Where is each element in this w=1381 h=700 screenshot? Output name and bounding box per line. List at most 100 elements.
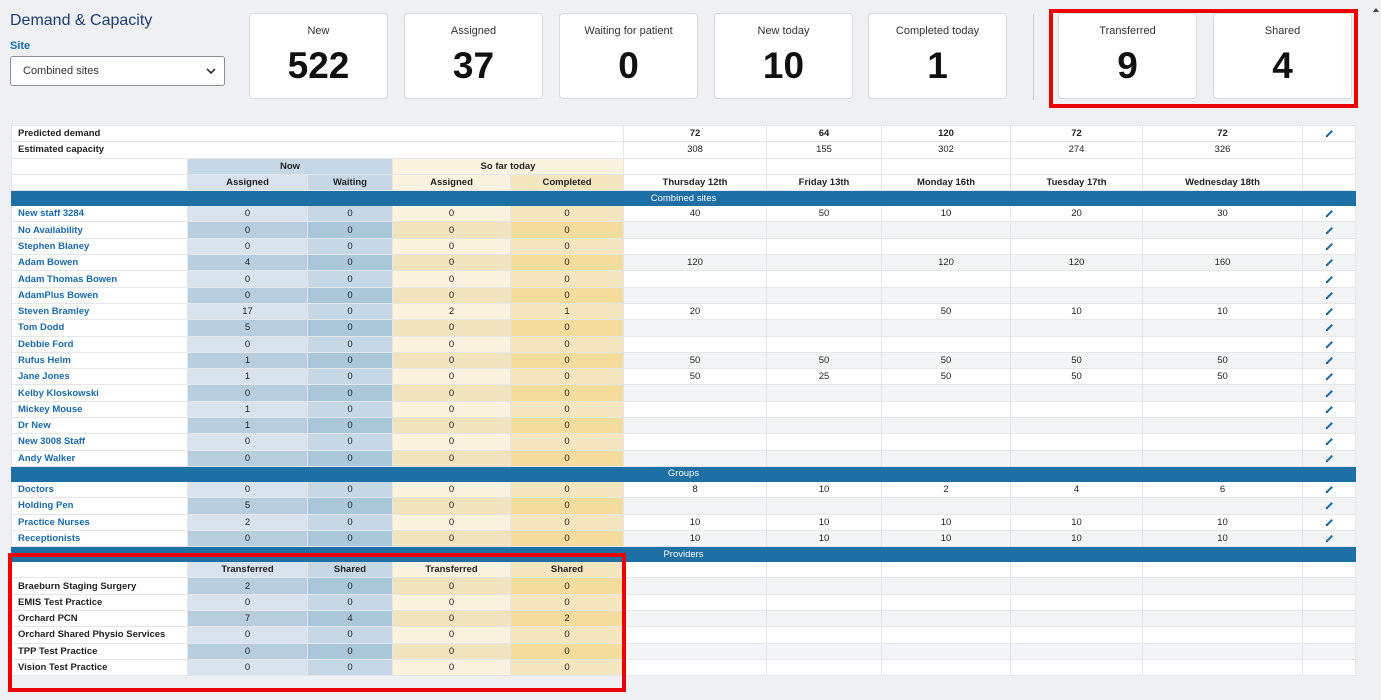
- site-select-value: Combined sites: [23, 65, 99, 77]
- row-name-link[interactable]: Rufus Helm: [11, 351, 188, 370]
- row-name-link[interactable]: Steven Bramley: [11, 302, 188, 321]
- pencil-icon[interactable]: [1324, 453, 1335, 464]
- card-value: 10: [762, 45, 805, 86]
- row-count-cell: 0: [510, 384, 624, 402]
- empty-cell: [766, 642, 882, 660]
- capacity-table-body: Predicted demand 72 64 120 72 72 Estimated cap…: [11, 124, 1356, 677]
- empty-cell: [623, 593, 767, 612]
- scroll-up-icon[interactable]: [1373, 8, 1379, 12]
- edit-row-cell: [1302, 368, 1356, 386]
- scrollbar[interactable]: [1373, 0, 1381, 700]
- empty-cell: [1302, 593, 1356, 612]
- row-name-link[interactable]: Adam Bowen: [11, 254, 188, 272]
- pencil-icon[interactable]: [1324, 388, 1335, 399]
- row-name-link[interactable]: New 3008 Staff: [11, 433, 188, 451]
- edit-row-cell: [1302, 384, 1356, 402]
- empty-cell: [1142, 593, 1303, 612]
- row-name-link[interactable]: Mickey Mouse: [11, 400, 188, 419]
- row-count-cell: 0: [392, 335, 511, 353]
- empty-cell: [623, 626, 767, 644]
- row-name-link[interactable]: Doctors: [11, 480, 188, 499]
- provider-count-cell: 0: [307, 642, 393, 660]
- pencil-icon[interactable]: [1324, 128, 1335, 139]
- pencil-icon[interactable]: [1324, 517, 1335, 528]
- row-day-cell: [623, 417, 767, 435]
- row-count-cell: 0: [510, 480, 624, 499]
- row-name-link[interactable]: Receptionists: [11, 529, 188, 548]
- table-row: Mickey Mouse 1 0 0 0: [11, 400, 1356, 419]
- row-count-cell: 0: [510, 237, 624, 256]
- row-count-cell: 0: [307, 497, 393, 515]
- pencil-icon[interactable]: [1324, 322, 1335, 333]
- provider-count-cell: 0: [307, 626, 393, 644]
- pencil-icon[interactable]: [1324, 436, 1335, 447]
- empty-cell: [1010, 610, 1143, 628]
- empty-cell: [766, 593, 882, 612]
- pencil-icon[interactable]: [1324, 339, 1335, 350]
- row-day-cell: [766, 433, 882, 451]
- row-name-link[interactable]: Andy Walker: [11, 449, 188, 467]
- row-name-link[interactable]: Debbie Ford: [11, 335, 188, 353]
- provider-count-cell: 0: [510, 593, 624, 612]
- pencil-icon[interactable]: [1324, 306, 1335, 317]
- provider-count-cell: 0: [392, 593, 511, 612]
- edit-row-cell: [1302, 221, 1356, 239]
- pencil-icon[interactable]: [1324, 404, 1335, 415]
- pencil-icon[interactable]: [1324, 290, 1335, 301]
- row-day-cell: 50: [766, 351, 882, 370]
- row-name-link[interactable]: Kelby Kloskowski: [11, 384, 188, 402]
- pencil-icon[interactable]: [1324, 257, 1335, 268]
- site-select[interactable]: Combined sites: [10, 56, 225, 86]
- row-name-link[interactable]: New staff 3284: [11, 205, 188, 223]
- pencil-icon[interactable]: [1324, 208, 1335, 219]
- pencil-icon[interactable]: [1324, 355, 1335, 366]
- row-count-cell: 0: [307, 480, 393, 499]
- empty-cell: [881, 593, 1011, 612]
- edit-row-cell: [1302, 270, 1356, 288]
- row-day-cell: [1010, 384, 1143, 402]
- pencil-icon[interactable]: [1324, 225, 1335, 236]
- row-day-cell: 10: [766, 529, 882, 548]
- edit-row-cell: [1302, 480, 1356, 499]
- provider-row: EMIS Test Practice 0 0 0 0: [11, 593, 1356, 612]
- row-name-link[interactable]: Tom Dodd: [11, 319, 188, 337]
- row-name-link[interactable]: Adam Thomas Bowen: [11, 270, 188, 288]
- pencil-icon[interactable]: [1324, 533, 1335, 544]
- row-name-link[interactable]: No Availability: [11, 221, 188, 239]
- column-group-row: Now So far today: [11, 157, 1356, 175]
- edit-row-cell: [1302, 417, 1356, 435]
- estimated-capacity-cell: 308: [623, 141, 767, 159]
- assigned-header: Assigned: [187, 173, 308, 192]
- table-row: Holding Pen 5 0 0 0: [11, 497, 1356, 515]
- pencil-icon[interactable]: [1324, 241, 1335, 252]
- row-name-link[interactable]: Stephen Blaney: [11, 237, 188, 256]
- groups-band-label: Groups: [11, 465, 1356, 482]
- row-name-link[interactable]: AdamPlus Bowen: [11, 286, 188, 304]
- row-day-cell: 10: [623, 513, 767, 531]
- estimated-capacity-row: Estimated capacity 308 155 302 274 326: [11, 141, 1356, 159]
- row-name-link[interactable]: Dr New: [11, 417, 188, 435]
- row-count-cell: 0: [187, 286, 308, 304]
- row-day-cell: [766, 221, 882, 239]
- chevron-down-icon: [206, 68, 216, 75]
- pencil-icon[interactable]: [1324, 500, 1335, 511]
- edit-row-cell: [1302, 513, 1356, 531]
- pencil-icon[interactable]: [1324, 420, 1335, 431]
- table-row: Adam Thomas Bowen 0 0 0 0: [11, 270, 1356, 288]
- row-count-cell: 0: [307, 286, 393, 304]
- empty-cell: [1142, 658, 1303, 677]
- edit-row-cell: [1302, 319, 1356, 337]
- provider-count-cell: 0: [187, 626, 308, 644]
- card-completed-today: Completed today 1: [868, 13, 1007, 99]
- pencil-icon[interactable]: [1324, 484, 1335, 495]
- row-count-cell: 0: [187, 529, 308, 548]
- pencil-icon[interactable]: [1324, 371, 1335, 382]
- row-name-link[interactable]: Practice Nurses: [11, 513, 188, 531]
- row-name-link[interactable]: Jane Jones: [11, 368, 188, 386]
- row-day-cell: [1142, 449, 1303, 467]
- estimated-capacity-cell: 155: [766, 141, 882, 159]
- card-label: Transferred: [1099, 25, 1156, 37]
- row-day-cell: [1142, 237, 1303, 256]
- pencil-icon[interactable]: [1324, 274, 1335, 285]
- row-name-link[interactable]: Holding Pen: [11, 497, 188, 515]
